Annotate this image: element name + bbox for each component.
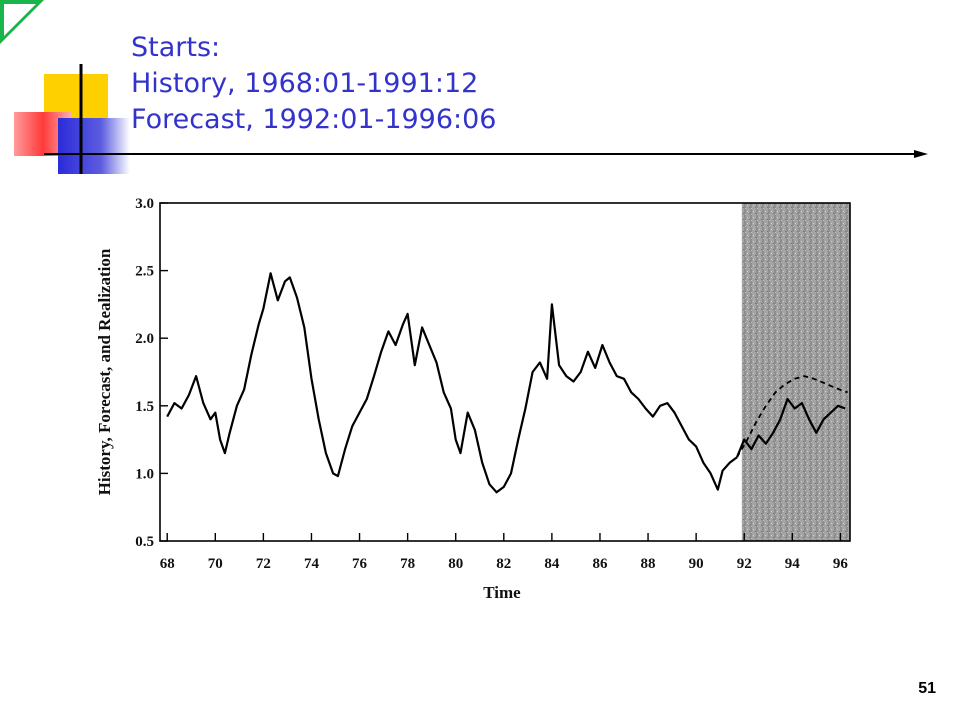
plot-frame (159, 202, 851, 542)
title-line-2: History, 1968:01-1991:12 (131, 68, 479, 99)
x-tick-label: 84 (544, 556, 560, 572)
y-tick-label: 1.5 (135, 399, 154, 415)
x-tick-label: 94 (785, 556, 801, 572)
y-tick-label: 2.0 (135, 331, 154, 347)
y-tick-label: 0.5 (135, 534, 154, 550)
arrowhead (914, 150, 928, 158)
slide-number: 51 (918, 680, 936, 697)
y-tick-label: 3.0 (135, 196, 154, 212)
x-tick-label: 92 (737, 556, 752, 572)
x-tick-label: 76 (352, 556, 368, 572)
slide-decoration (0, 0, 130, 174)
x-tick-label: 78 (400, 556, 415, 572)
y-axis-label: History, Forecast, and Realization (95, 248, 114, 495)
title-line-1: Starts: (131, 32, 221, 63)
title-line-3: Forecast, 1992:01-1996:06 (131, 104, 497, 135)
y-tick-label: 1.0 (135, 466, 154, 482)
x-tick-label: 86 (592, 556, 608, 572)
x-tick-label: 72 (256, 556, 271, 572)
x-tick-label: 90 (689, 556, 704, 572)
realized-series-line-0 (166, 272, 738, 494)
x-axis-label: Time (483, 583, 521, 602)
x-tick-label: 82 (496, 556, 511, 572)
x-tick-label: 74 (304, 556, 320, 572)
forecast-line (736, 375, 848, 458)
x-tick-label: 70 (208, 556, 223, 572)
x-tick-label: 88 (641, 556, 656, 572)
forecast-shaded-region (741, 203, 850, 541)
y-tick-label: 2.5 (135, 264, 154, 280)
x-tick-label: 68 (160, 556, 175, 572)
deco-yellow-square (44, 74, 108, 118)
corner-triangle-highlight (4, 4, 36, 36)
realized-series-line-1 (735, 397, 846, 458)
x-tick-label: 96 (833, 556, 849, 572)
title-underline-arrow (44, 150, 928, 158)
deco-blue-square (58, 118, 130, 174)
starts-chart: 0.5 1.0 1.5 2.0 2.5 3.0 68 70 72 74 76 78 80 82 84 86 8… (95, 196, 851, 602)
x-tick-label: 80 (448, 556, 463, 572)
slide-title: Starts: History, 1968:01-1991:12 Forecas… (131, 30, 497, 138)
